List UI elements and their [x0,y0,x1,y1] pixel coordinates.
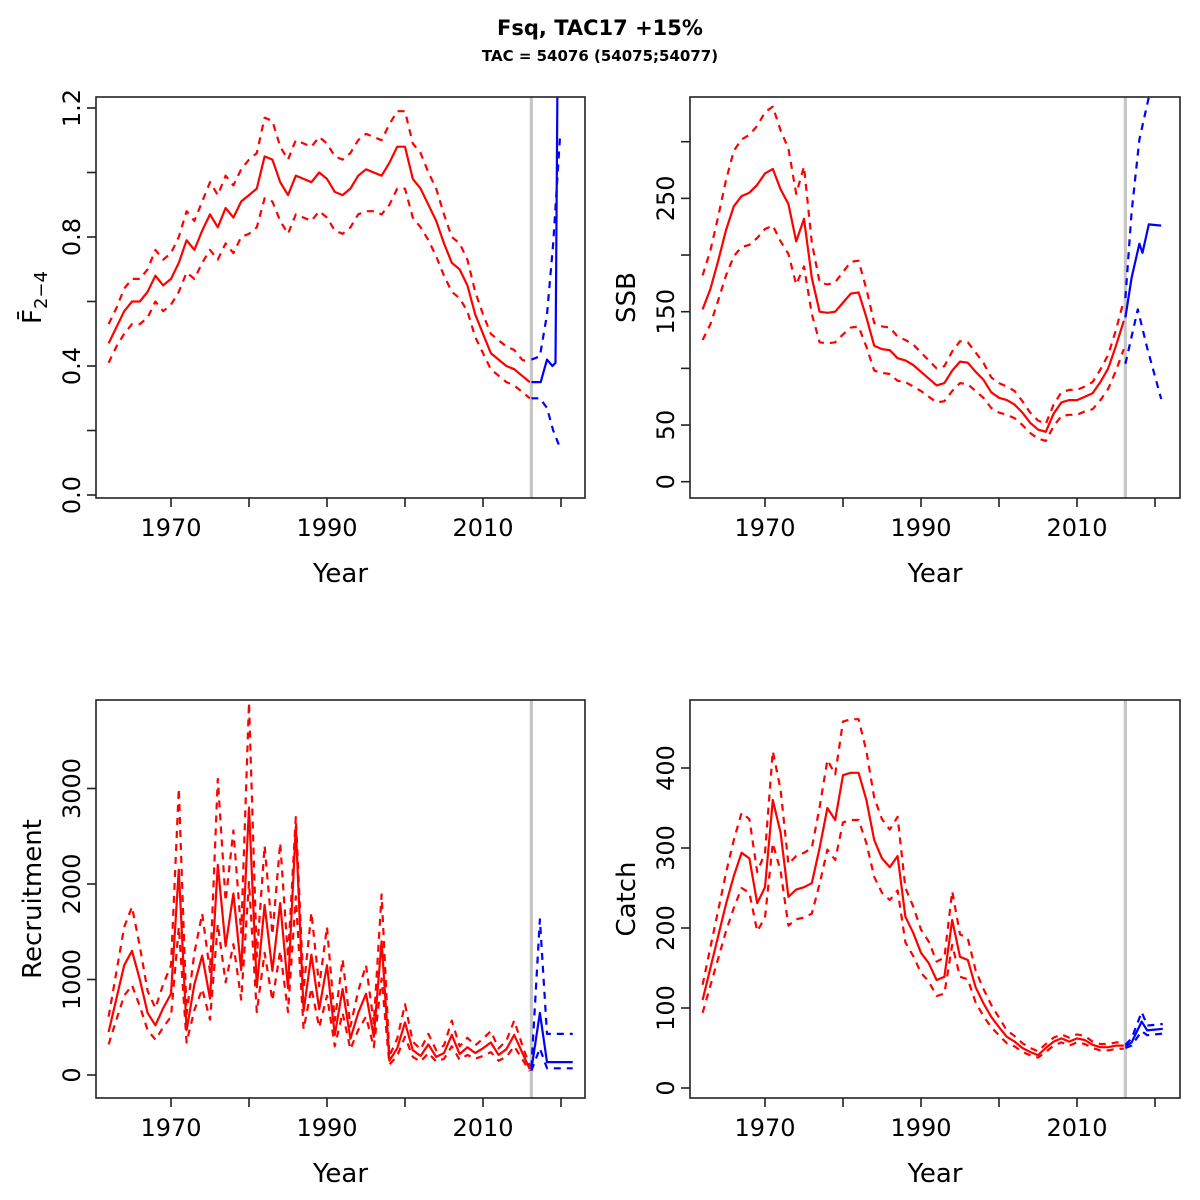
ssb-lower95-projection-line [1124,308,1163,400]
x-tick-label: 2010 [452,1114,513,1142]
y-tick-label: 0 [58,1067,86,1082]
y-tick-label: 300 [652,825,680,871]
ssb-median-projection-line [1124,223,1162,318]
y-tick-label: 0.0 [58,476,86,514]
y-tick-label: 0.4 [58,347,86,385]
x-tick-label: 2010 [1046,1114,1107,1142]
figure-title: Fsq, TAC17 +15% [497,16,703,40]
panel-recruitment: 1970 1990 2010 0 1000 2000 3000 Year Recruitment [18,699,586,1189]
y-axis-title: F̄2−4 [16,271,52,324]
recruitment-median-projection-line [530,1011,573,1070]
y-axis-title: Catch [612,861,642,936]
fbar-median-line [107,145,531,383]
x-tick-label: 1970 [734,1114,795,1142]
fbar-median-projection-line [531,97,559,384]
plot-box [95,699,586,1099]
x-axis-title: Year [312,559,368,589]
catch-lower95-line [701,818,1124,1059]
catch-median-projection-line [1124,1020,1163,1048]
panel-catch: 1970 1990 2010 0 100 200 300 400 Year Catch [612,699,1181,1189]
x-tick-label: 1970 [140,514,201,542]
recruitment-median-line [107,806,531,1070]
y-tick-label: 400 [652,745,680,791]
y-tick-label: 200 [652,905,680,951]
y-tick-label: 3000 [58,758,86,819]
recruitment-lower95-projection-line [530,1047,573,1072]
ssb-upper95-projection-line [1124,97,1150,299]
x-tick-label: 1990 [296,514,357,542]
ssb-upper95-line [701,105,1125,425]
catch-lower95-projection-line [1125,1030,1163,1050]
x-tick-label: 2010 [452,514,513,542]
plot-box [689,699,1181,1099]
ssb-median-line [701,167,1125,433]
panel-fbar: 1970 1990 2010 0.0 0.4 0.8 1.2 Year F̄2−4 [16,89,586,589]
y-tick-label: 2000 [58,853,86,914]
y-tick-label: 0.8 [58,218,86,256]
panel-ssb: 1970 1990 2010 0 50 150 250 Year SSB [612,96,1181,589]
figure-subtitle: TAC = 54076 (54075;54077) [481,47,719,65]
y-tick-label: 150 [652,289,680,335]
x-tick-label: 1990 [296,1114,357,1142]
fbar-lower95-line [107,187,531,400]
x-axis-title: Year [906,1159,962,1189]
x-tick-label: 1970 [140,1114,201,1142]
plot-box [95,96,586,499]
x-tick-label: 2010 [1046,514,1107,542]
y-axis-title: SSB [612,272,642,323]
ssb-lower95-line [701,224,1125,442]
catch-median-line [701,771,1124,1057]
recruitment-upper95-projection-line [530,918,573,1068]
y-tick-label: 250 [652,175,680,221]
x-tick-label: 1990 [890,514,951,542]
fbar-lower95-projection-line [531,397,562,449]
y-axis-title: Recruitment [18,819,48,979]
catch-upper95-projection-line [1124,1010,1163,1046]
y-tick-label: 50 [652,410,680,441]
y-tick-label: 1000 [58,949,86,1010]
x-tick-label: 1990 [890,1114,951,1142]
y-tick-label: 0 [652,1080,680,1095]
x-axis-title: Year [906,559,962,589]
x-axis-title: Year [312,1159,368,1189]
recruitment-upper95-line [107,701,531,1067]
y-tick-label: 100 [652,985,680,1031]
y-tick-label: 0 [652,474,680,489]
x-tick-label: 1970 [734,514,795,542]
plot-box [689,96,1181,499]
fbar-upper95-line [107,110,531,364]
catch-upper95-line [701,718,1124,1053]
y-tick-label: 1.2 [58,89,86,127]
